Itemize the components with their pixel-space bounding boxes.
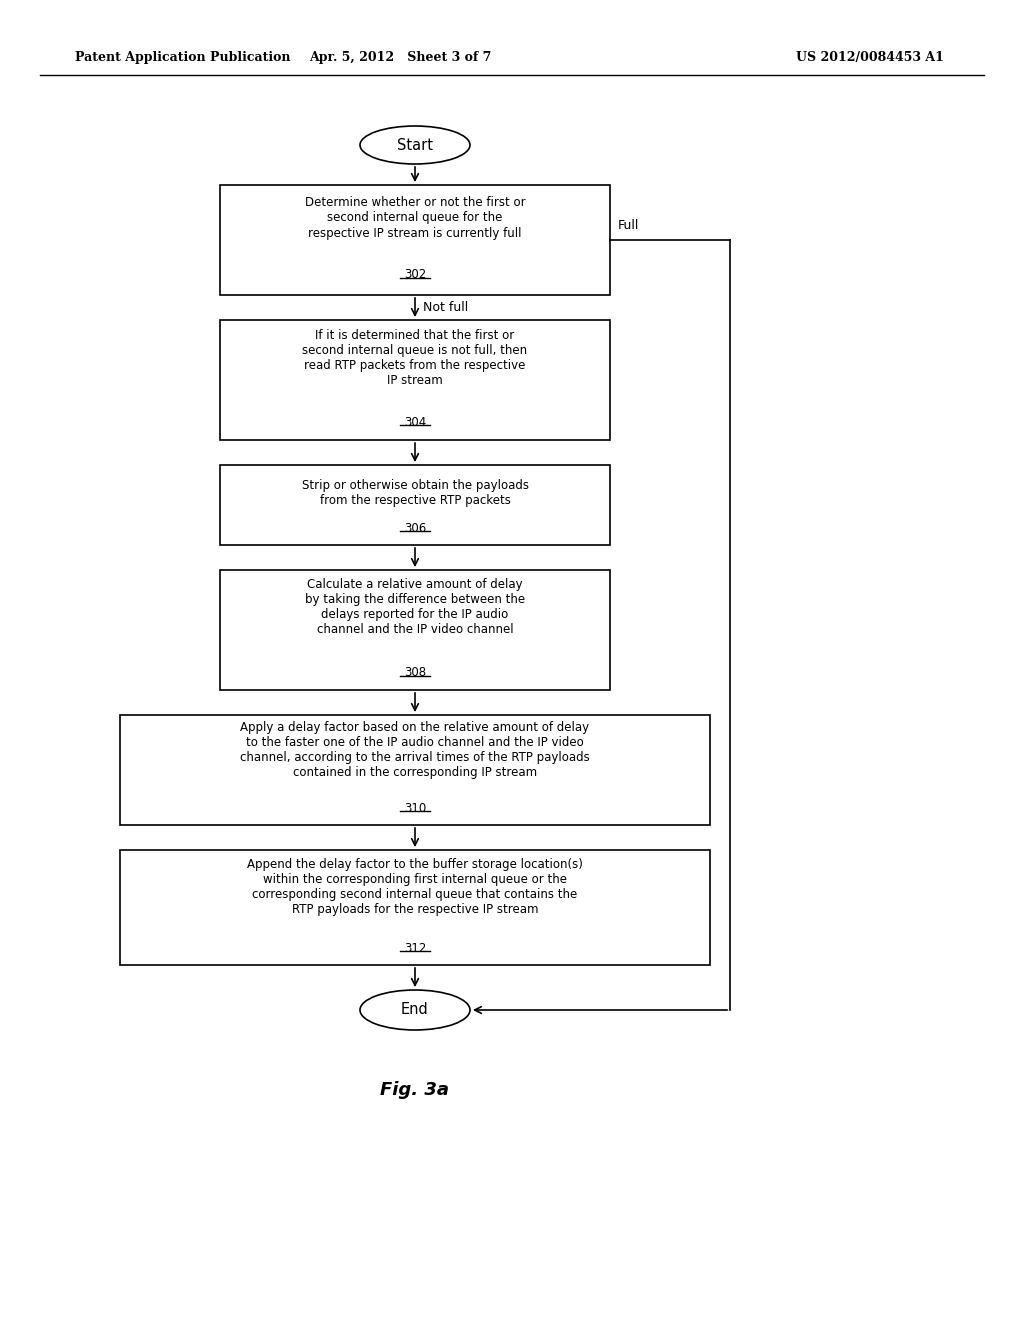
Text: Fig. 3a: Fig. 3a xyxy=(381,1081,450,1100)
FancyBboxPatch shape xyxy=(220,319,610,440)
Text: If it is determined that the first or
second internal queue is not full, then
re: If it is determined that the first or se… xyxy=(302,329,527,387)
Text: Apply a delay factor based on the relative amount of delay
to the faster one of : Apply a delay factor based on the relati… xyxy=(240,721,590,779)
Text: 304: 304 xyxy=(403,416,426,429)
Text: 306: 306 xyxy=(403,521,426,535)
Text: 308: 308 xyxy=(403,667,426,680)
Text: Strip or otherwise obtain the payloads
from the respective RTP packets: Strip or otherwise obtain the payloads f… xyxy=(301,479,528,507)
FancyBboxPatch shape xyxy=(120,715,710,825)
Text: Append the delay factor to the buffer storage location(s)
within the correspondi: Append the delay factor to the buffer st… xyxy=(247,858,583,916)
Text: US 2012/0084453 A1: US 2012/0084453 A1 xyxy=(796,50,944,63)
Text: 312: 312 xyxy=(403,941,426,954)
Ellipse shape xyxy=(360,125,470,164)
FancyBboxPatch shape xyxy=(120,850,710,965)
FancyBboxPatch shape xyxy=(220,570,610,690)
Text: Not full: Not full xyxy=(423,301,468,314)
FancyBboxPatch shape xyxy=(220,185,610,294)
Text: Patent Application Publication: Patent Application Publication xyxy=(75,50,291,63)
FancyBboxPatch shape xyxy=(220,465,610,545)
Text: Calculate a relative amount of delay
by taking the difference between the
delays: Calculate a relative amount of delay by … xyxy=(305,578,525,636)
Ellipse shape xyxy=(360,990,470,1030)
Text: 310: 310 xyxy=(403,801,426,814)
Text: Full: Full xyxy=(618,219,639,232)
Text: Determine whether or not the first or
second internal queue for the
respective I: Determine whether or not the first or se… xyxy=(305,197,525,239)
Text: Apr. 5, 2012   Sheet 3 of 7: Apr. 5, 2012 Sheet 3 of 7 xyxy=(309,50,492,63)
Text: End: End xyxy=(401,1002,429,1018)
Text: 302: 302 xyxy=(403,268,426,281)
Text: Start: Start xyxy=(397,137,433,153)
